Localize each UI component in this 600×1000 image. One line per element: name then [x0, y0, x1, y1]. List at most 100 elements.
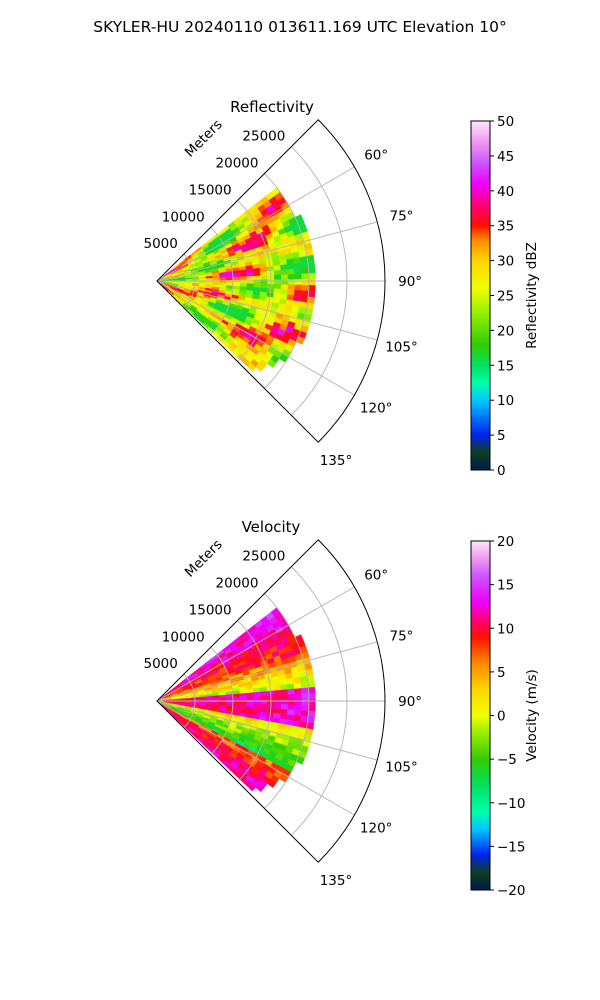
- colorbar-tick-label: 5: [497, 665, 506, 681]
- echo-cell: [267, 779, 277, 788]
- reflectivity-colorbar: [470, 120, 491, 471]
- echo-cell: [280, 689, 289, 696]
- colorbar-tick-label: 50: [497, 114, 514, 130]
- echo-cell: [232, 273, 241, 278]
- echo-cell: [239, 272, 248, 278]
- velocity-panel: Velocity 5000 10000 15000 20000 25000 60° 75°…: [144, 518, 540, 899]
- echo-cell: [239, 696, 248, 701]
- echo-cell: [274, 699, 282, 705]
- echo-cell: [294, 693, 303, 700]
- echo-cell: [255, 363, 265, 373]
- azimuth-tick-label: 75°: [389, 208, 413, 224]
- sector-outline: [156, 539, 386, 863]
- echo-cell: [247, 362, 256, 372]
- echo-cell: [293, 709, 302, 717]
- echo-cell: [287, 289, 295, 296]
- colorbar-tick-label: 15: [497, 578, 514, 594]
- reflectivity-title: Reflectivity: [230, 98, 314, 116]
- echo-cell: [300, 290, 309, 298]
- echo-cell: [226, 277, 234, 281]
- echo-cell: [294, 268, 302, 275]
- colorbar-tick-label: −15: [497, 839, 526, 855]
- colorbar-tick-label: −10: [497, 796, 526, 812]
- azimuth-tick-label: 135°: [320, 873, 353, 889]
- echo-cell: [273, 265, 282, 272]
- echo-cell: [260, 279, 268, 285]
- echo-cell: [253, 699, 261, 705]
- echo-cell: [301, 284, 309, 292]
- figure-title: SKYLER-HU 20240110 013611.169 UTC Elevat…: [93, 18, 507, 36]
- echo-cell: [280, 288, 289, 295]
- echo-cell: [267, 359, 277, 368]
- azimuth-spoke: [156, 280, 355, 396]
- echo-cell: [299, 255, 308, 264]
- echo-cell: [294, 688, 302, 695]
- reflectivity-range-tick-labels: 5000 10000 15000 20000 25000: [144, 129, 286, 252]
- echo-cell: [239, 692, 248, 698]
- echo-cell: [301, 704, 309, 712]
- azimuth-tick-label: 135°: [320, 453, 353, 469]
- echo-cell: [226, 697, 234, 701]
- echo-cell: [287, 268, 296, 275]
- azimuth-tick-label: 120°: [360, 401, 393, 417]
- velocity-colorbar-ticks: −20 −15 −10 −5 0 5 10 15 20: [490, 534, 526, 899]
- echo-cell: [287, 688, 296, 695]
- echo-cell: [280, 279, 289, 285]
- reflectivity-colorbar-ticks: 0 5 10 15 20 25 30 35 40 45 50: [490, 114, 514, 479]
- reflectivity-polar-grid: [156, 119, 386, 443]
- azimuth-tick-label: 60°: [364, 147, 388, 163]
- range-tick-label: 20000: [216, 576, 259, 592]
- echo-cell: [246, 692, 255, 697]
- echo-cell: [300, 681, 309, 689]
- range-tick-label: 25000: [242, 129, 285, 145]
- echo-cell: [255, 783, 265, 793]
- echo-cell: [253, 691, 261, 697]
- echo-cell: [192, 698, 200, 701]
- echo-cell: [301, 279, 309, 286]
- echo-cell: [253, 271, 261, 277]
- colorbar-tick-label: 5: [497, 428, 506, 444]
- echo-cell: [301, 273, 309, 280]
- velocity-range-unit-label: Meters: [182, 537, 226, 581]
- azimuth-tick-label: 75°: [389, 628, 413, 644]
- colorbar-tick-label: 15: [497, 358, 514, 374]
- range-tick-label: 10000: [162, 629, 205, 645]
- azimuth-spoke: [156, 221, 378, 282]
- range-tick-label: 10000: [162, 209, 205, 225]
- sector-outline: [156, 119, 386, 443]
- colorbar-tick-label: −20: [497, 883, 526, 899]
- azimuth-tick-label: 105°: [385, 760, 418, 776]
- azimuth-spoke: [156, 586, 355, 702]
- echo-cell: [286, 683, 295, 690]
- echo-cell: [293, 682, 302, 690]
- echo-cell: [280, 694, 289, 700]
- echo-cell: [280, 684, 288, 691]
- echo-cell: [253, 703, 261, 709]
- echo-cell: [274, 694, 282, 701]
- echo-cell: [226, 694, 234, 698]
- echo-cell: [287, 704, 296, 711]
- echo-cell: [292, 677, 301, 684]
- echo-cell: [294, 284, 302, 291]
- echo-cell: [253, 695, 261, 701]
- colorbar-tick-label: 10: [497, 393, 514, 409]
- echo-cell: [300, 267, 309, 275]
- colorbar-tick-label: 20: [497, 323, 514, 339]
- echo-cell: [260, 283, 268, 289]
- azimuth-tick-label: 90°: [398, 694, 422, 710]
- echo-cell: [274, 274, 282, 281]
- echo-cell: [300, 687, 309, 695]
- echo-cell: [280, 269, 289, 276]
- echo-cell: [192, 278, 200, 281]
- echo-cell: [253, 279, 261, 285]
- echo-cell: [219, 697, 227, 701]
- echo-cell: [279, 259, 288, 266]
- echo-cell: [293, 262, 302, 270]
- echo-cell: [299, 675, 308, 684]
- echo-cell: [232, 693, 241, 698]
- echo-cell: [260, 695, 268, 701]
- echo-cell: [308, 279, 316, 286]
- echo-cell: [260, 275, 268, 281]
- echo-cell: [253, 283, 261, 289]
- echo-cell: [280, 264, 288, 271]
